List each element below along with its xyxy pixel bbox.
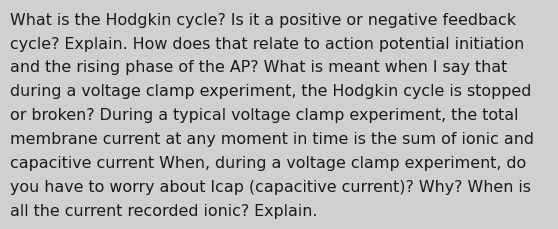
Text: What is the Hodgkin cycle? Is it a positive or negative feedback: What is the Hodgkin cycle? Is it a posit… (10, 13, 516, 27)
Text: capacitive current When, during a voltage clamp experiment, do: capacitive current When, during a voltag… (10, 155, 526, 170)
Text: cycle? Explain. How does that relate to action potential initiation: cycle? Explain. How does that relate to … (10, 36, 525, 51)
Text: all the current recorded ionic? Explain.: all the current recorded ionic? Explain. (10, 203, 318, 218)
Text: you have to worry about Icap (capacitive current)? Why? When is: you have to worry about Icap (capacitive… (10, 179, 531, 194)
Text: membrane current at any moment in time is the sum of ionic and: membrane current at any moment in time i… (10, 132, 534, 147)
Text: or broken? During a typical voltage clamp experiment, the total: or broken? During a typical voltage clam… (10, 108, 518, 123)
Text: and the rising phase of the AP? What is meant when I say that: and the rising phase of the AP? What is … (10, 60, 507, 75)
Text: during a voltage clamp experiment, the Hodgkin cycle is stopped: during a voltage clamp experiment, the H… (10, 84, 531, 99)
